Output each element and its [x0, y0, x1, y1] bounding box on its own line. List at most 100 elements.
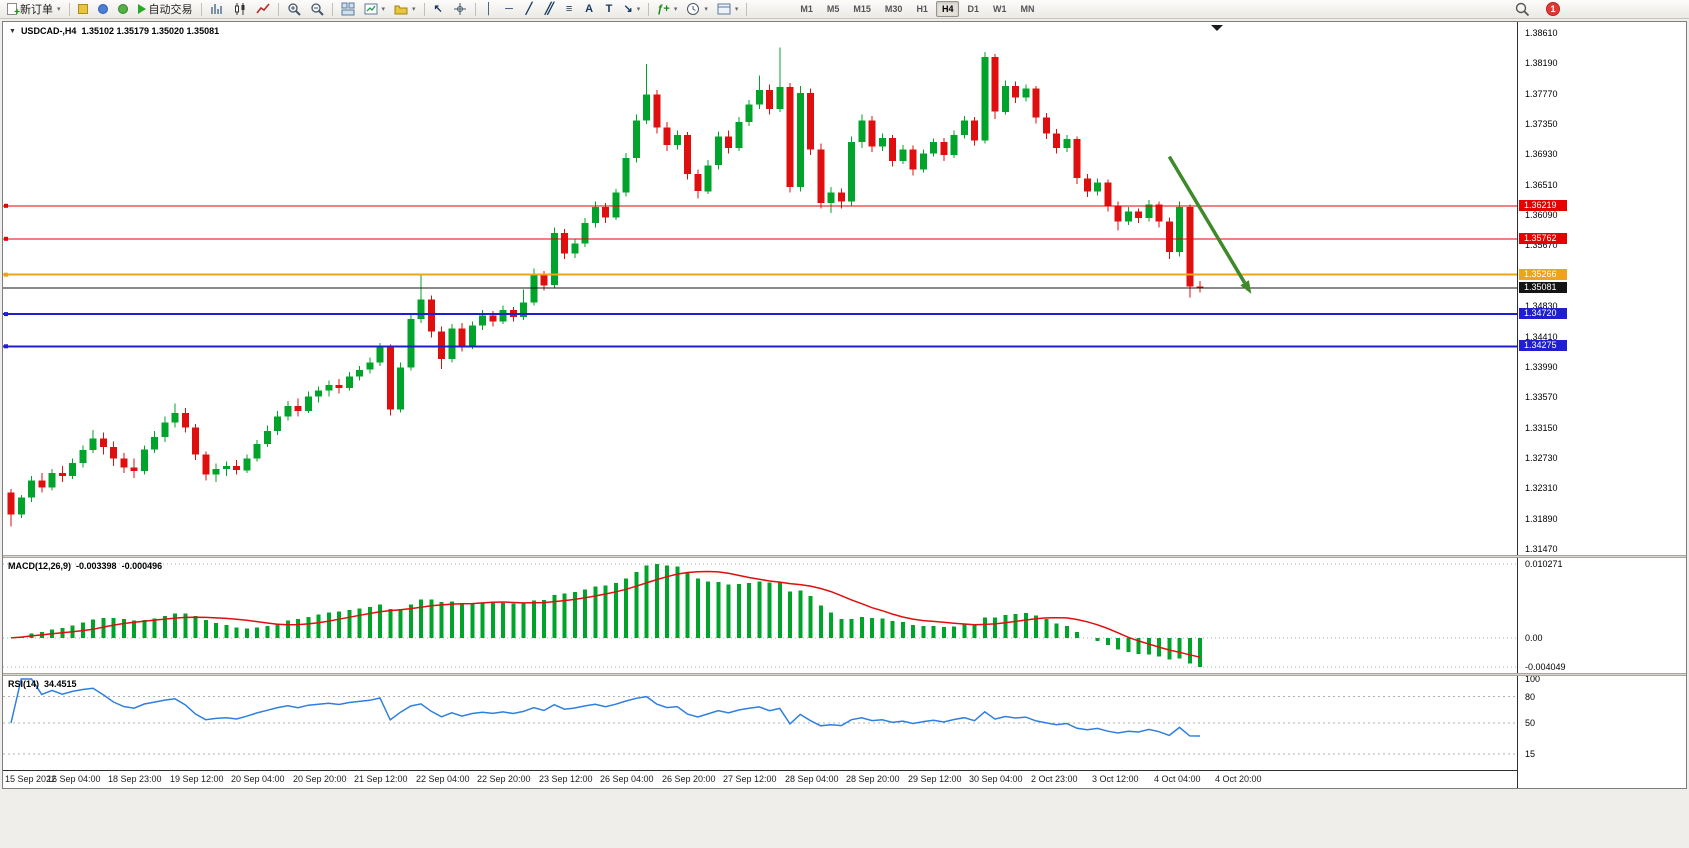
- timeframe-button-m5[interactable]: M5: [826, 4, 840, 14]
- candle-body: [1001, 85, 1009, 112]
- rsi-axis-tick: 15: [1525, 749, 1536, 759]
- candle-body: [673, 134, 681, 145]
- price-axis-tick: 1.37350: [1525, 119, 1558, 129]
- macd-panel-canvas[interactable]: [3, 558, 1517, 673]
- vertical-line-icon: │: [485, 2, 493, 15]
- zoom-out-button[interactable]: [306, 1, 328, 18]
- main-chart-canvas[interactable]: [3, 22, 1517, 555]
- candle-body: [366, 362, 374, 370]
- fibonacci-button[interactable]: ≡: [560, 1, 579, 18]
- new-order-icon: +: [7, 3, 20, 18]
- strategy-tester-button[interactable]: [114, 1, 133, 18]
- candle-body: [458, 328, 466, 346]
- candle-body: [930, 142, 937, 154]
- candle-body: [356, 369, 363, 377]
- candle-body: [1063, 139, 1071, 148]
- candle-body: [397, 367, 404, 410]
- candle-body: [479, 315, 486, 326]
- label-button[interactable]: T: [600, 1, 619, 18]
- date-axis-label: 26 Sep 04:00: [600, 774, 654, 784]
- date-axis-label: 22 Sep 20:00: [477, 774, 531, 784]
- price-axis[interactable]: 1.38610 1.38190 1.37770 1.37350 1.36930 1.365…: [1517, 22, 1686, 788]
- candle-body: [325, 384, 333, 391]
- date-axis[interactable]: 15 Sep 2022 16 Sep 04:00 18 Sep 23:00 19 Se…: [3, 770, 1686, 788]
- timeframe-button-m15[interactable]: M15: [853, 4, 871, 14]
- date-axis-label: 16 Sep 04:00: [47, 774, 101, 784]
- templates-button[interactable]: ▾: [713, 1, 743, 18]
- chart-shift-marker[interactable]: [1211, 25, 1223, 31]
- notification-badge[interactable]: 1: [1546, 2, 1560, 16]
- text-button[interactable]: A: [580, 1, 599, 18]
- search-button[interactable]: [1511, 1, 1534, 18]
- chevron-down-icon: ▾: [381, 6, 386, 13]
- line-anchor-handle[interactable]: [4, 312, 8, 317]
- timeframe-button-m30[interactable]: M30: [884, 4, 903, 14]
- line-anchor-handle[interactable]: [4, 203, 8, 208]
- line-chart-icon: [255, 3, 270, 14]
- market-depth-button[interactable]: [94, 1, 113, 18]
- timeframe-button-m1[interactable]: M1: [800, 4, 813, 14]
- date-axis-label: 28 Sep 04:00: [785, 774, 839, 784]
- vertical-line-button[interactable]: │: [480, 1, 499, 18]
- tile-windows-button[interactable]: [337, 1, 359, 18]
- new-order-button[interactable]: + 新订单 ▾: [3, 1, 65, 18]
- arrows-button[interactable]: ↘ ▾: [620, 1, 645, 18]
- one-click-trading-toggle[interactable]: ▼: [9, 27, 16, 35]
- candle-body: [140, 449, 148, 471]
- candle-body: [274, 416, 281, 432]
- panel-splitter[interactable]: [3, 673, 1686, 676]
- candle-body: [960, 120, 968, 135]
- line-anchor-handle[interactable]: [4, 272, 8, 277]
- price-axis-tick: 1.31470: [1525, 544, 1558, 554]
- new-chart-button[interactable]: ▾: [360, 1, 390, 18]
- rsi-panel-canvas[interactable]: [3, 676, 1517, 770]
- macd-axis-tick: 0.00: [1525, 633, 1543, 643]
- periods-button[interactable]: ▾: [682, 1, 712, 18]
- horizontal-line-icon: ─: [505, 2, 513, 15]
- indicators-button[interactable]: ƒ+ ▾: [653, 1, 681, 18]
- candle-body: [981, 56, 989, 141]
- crosshair-icon: [453, 3, 466, 15]
- toolbar-separator: [746, 2, 748, 16]
- timeframe-button-w1[interactable]: W1: [992, 4, 1007, 14]
- zoom-in-button[interactable]: [283, 1, 305, 18]
- candlestick-chart-button[interactable]: [229, 1, 251, 18]
- trend-arrow-line[interactable]: [1167, 155, 1247, 284]
- line-chart-button[interactable]: [252, 1, 274, 18]
- candle-body: [848, 142, 855, 202]
- chevron-down-icon: ▾: [57, 6, 61, 13]
- horizontal-line-button[interactable]: ─: [500, 1, 519, 18]
- timeframe-toolbar: M1 M5 M15 M30 H1 H4 D1 W1 MN: [793, 1, 1041, 17]
- timeframe-button-d1[interactable]: D1: [967, 4, 979, 14]
- cursor-button[interactable]: ↖: [429, 1, 448, 18]
- level-price-badge: 1.36219: [1519, 200, 1567, 211]
- candlestick-icon: [234, 3, 245, 15]
- fibonacci-icon: ≡: [565, 2, 573, 15]
- timeframe-button-mn[interactable]: MN: [1020, 4, 1035, 14]
- profiles-button[interactable]: ▾: [390, 1, 420, 18]
- new-chart-icon: [364, 3, 378, 15]
- date-axis-label: 20 Sep 04:00: [231, 774, 285, 784]
- main-toolbar: + 新订单 ▾ 自动交易 ▾ ▾ ↖ │ ─ ╱ ╱╱: [0, 0, 1689, 19]
- channel-button[interactable]: ╱╱: [540, 1, 559, 18]
- bar-chart-button[interactable]: [206, 1, 228, 18]
- trendline-button[interactable]: ╱: [520, 1, 539, 18]
- timeframe-button-h1[interactable]: H1: [916, 4, 928, 14]
- candle-body: [89, 438, 97, 450]
- date-axis-label: 20 Sep 20:00: [293, 774, 347, 784]
- candle-body: [192, 427, 199, 455]
- metaeditor-icon: [78, 4, 89, 14]
- panel-splitter[interactable]: [3, 555, 1686, 558]
- trendline-icon: ╱: [525, 2, 533, 15]
- line-anchor-handle[interactable]: [4, 344, 8, 349]
- toolbar-separator: [68, 2, 70, 16]
- timeframe-button-h4[interactable]: H4: [935, 1, 960, 17]
- indicators-icon: ƒ+: [657, 2, 670, 15]
- candle-body: [796, 93, 804, 187]
- crosshair-button[interactable]: [449, 1, 471, 18]
- chevron-down-icon: ▾: [412, 6, 416, 13]
- autotrading-button[interactable]: 自动交易: [134, 1, 197, 18]
- macd-axis-tick: 0.010271: [1525, 559, 1563, 569]
- metaeditor-button[interactable]: [74, 1, 93, 18]
- line-anchor-handle[interactable]: [4, 236, 8, 241]
